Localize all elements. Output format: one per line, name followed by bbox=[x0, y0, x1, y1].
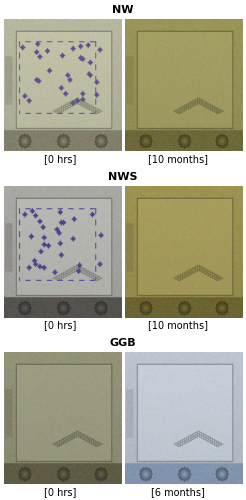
Text: [6 months]: [6 months] bbox=[151, 487, 205, 497]
Text: [10 months]: [10 months] bbox=[148, 154, 208, 164]
Text: NWS: NWS bbox=[108, 172, 138, 182]
Text: [10 months]: [10 months] bbox=[148, 320, 208, 330]
Text: [0 hrs]: [0 hrs] bbox=[45, 320, 77, 330]
Text: NW: NW bbox=[112, 6, 134, 16]
Text: [0 hrs]: [0 hrs] bbox=[45, 487, 77, 497]
Text: [0 hrs]: [0 hrs] bbox=[45, 154, 77, 164]
Text: GGB: GGB bbox=[110, 338, 136, 348]
